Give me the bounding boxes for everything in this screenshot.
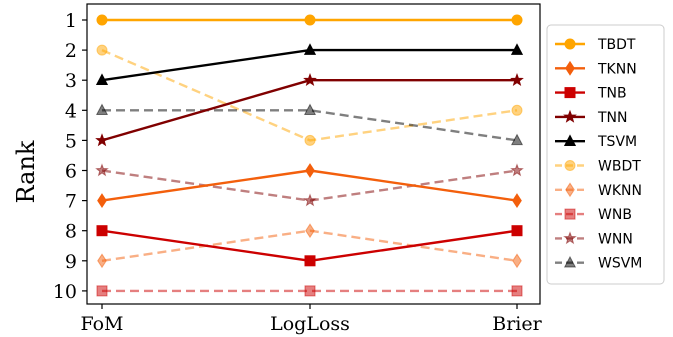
legend-entry-wnb: WNB <box>555 207 632 223</box>
y-tick-label: 6 <box>65 161 77 183</box>
legend-marker-wknn <box>565 182 575 198</box>
legend-label-tnb: TNB <box>597 86 627 102</box>
data-point-tnb <box>511 225 523 237</box>
data-point-wsvm <box>95 103 109 116</box>
legend-marker-tsvm <box>563 134 577 146</box>
y-tick-label: 7 <box>65 191 77 213</box>
data-point-wbdt <box>304 134 316 146</box>
data-point-wnb <box>96 285 108 297</box>
data-point-tnn <box>510 73 524 87</box>
series-wnb <box>96 285 523 297</box>
y-tick-label: 3 <box>65 70 77 92</box>
data-point-tsvm <box>510 43 524 55</box>
y-axis-title: Rank <box>12 140 40 203</box>
legend-marker-tknn <box>565 60 575 76</box>
legend-entry-wbdt: WBDT <box>555 159 641 175</box>
data-point-tknn <box>305 163 315 178</box>
legend-label-tknn: TKNN <box>597 61 637 77</box>
data-point-wnb <box>304 285 316 297</box>
data-point-tknn <box>97 193 107 209</box>
legend-label-wknn: WKNN <box>598 183 642 199</box>
data-point-tbdt <box>511 14 523 26</box>
data-point-wbdt <box>96 44 108 56</box>
legend-label-tbdt: TBDT <box>597 37 636 53</box>
y-tick-label: 2 <box>65 40 77 62</box>
legend-marker-wnn <box>563 231 577 245</box>
data-point-wnb <box>511 285 523 297</box>
legend-entry-wknn: WKNN <box>555 182 642 199</box>
data-point-tnb <box>96 225 108 237</box>
legend-label-wnn: WNN <box>598 231 633 247</box>
legend-marker-tbdt <box>564 38 576 50</box>
data-point-wbdt <box>511 104 523 116</box>
plot-frame <box>86 3 541 305</box>
legend-label-wsvm: WSVM <box>598 256 642 272</box>
series-wbdt <box>96 44 523 146</box>
legend-marker-wsvm <box>563 255 577 268</box>
y-tick-label: 1 <box>65 10 77 32</box>
series-tnn <box>95 73 524 147</box>
data-point-wnn <box>303 193 317 207</box>
y-tick-label: 10 <box>53 281 77 303</box>
x-axis: FoM LogLoss Brier <box>80 304 543 335</box>
legend-marker-wbdt <box>564 160 576 171</box>
legend-entry-tnn: TNN <box>555 109 628 126</box>
legend-frame <box>546 24 665 285</box>
legend-entry-tknn: TKNN <box>555 60 637 77</box>
data-point-tnn <box>303 73 317 87</box>
data-point-wknn <box>512 253 522 269</box>
series-wsvm <box>95 103 524 146</box>
legend-label-wnb: WNB <box>598 207 632 223</box>
legend-marker-wnb <box>564 208 576 220</box>
data-point-wnn <box>95 163 109 177</box>
y-tick-label: 8 <box>65 221 77 243</box>
x-tick-label: LogLoss <box>270 313 350 335</box>
series-tknn <box>97 163 522 209</box>
data-point-tbdt <box>96 14 108 26</box>
legend-entry-tbdt: TBDT <box>555 37 636 53</box>
data-point-tsvm <box>95 73 109 85</box>
data-point-tbdt <box>304 14 316 26</box>
y-tick-label: 4 <box>65 100 77 122</box>
data-point-tnn <box>95 133 109 147</box>
legend-label-wbdt: WBDT <box>598 159 641 175</box>
series-tnb <box>96 225 523 267</box>
legend-label-tnn: TNN <box>597 110 628 126</box>
series-line-wbdt <box>101 48 518 142</box>
y-tick-label: 5 <box>65 130 77 152</box>
data-point-tsvm <box>303 43 317 55</box>
series-wknn <box>97 223 522 269</box>
legend-marker-tnb <box>564 87 576 99</box>
legend-marker-tnn <box>563 109 577 123</box>
x-tick-label: Brier <box>492 313 542 335</box>
data-point-wknn <box>97 253 107 269</box>
y-axis: 1 2 3 4 5 6 7 8 9 10 <box>53 10 87 303</box>
x-tick-label: FoM <box>80 313 123 335</box>
y-tick-label: 9 <box>65 251 77 273</box>
legend-entry-tnb: TNB <box>555 86 627 102</box>
series-wnn <box>95 163 524 207</box>
legend: TBDT TKNN TNB TNN TSVM WBDT WKNN WNB WNN WSVM <box>546 24 665 285</box>
legend-entry-wsvm: WSVM <box>555 256 642 272</box>
data-point-wsvm <box>303 103 317 116</box>
series-tsvm <box>95 43 524 85</box>
data-point-wsvm <box>510 133 524 146</box>
data-point-tnb <box>304 255 316 267</box>
legend-entry-wnn: WNN <box>555 231 633 247</box>
legend-label-tsvm: TSVM <box>597 134 637 150</box>
data-point-tknn <box>512 193 522 209</box>
series-tbdt <box>96 14 523 26</box>
legend-entry-tsvm: TSVM <box>555 134 637 150</box>
data-point-wnn <box>510 163 524 177</box>
data-point-wknn <box>305 223 315 239</box>
plot-area <box>95 14 524 297</box>
